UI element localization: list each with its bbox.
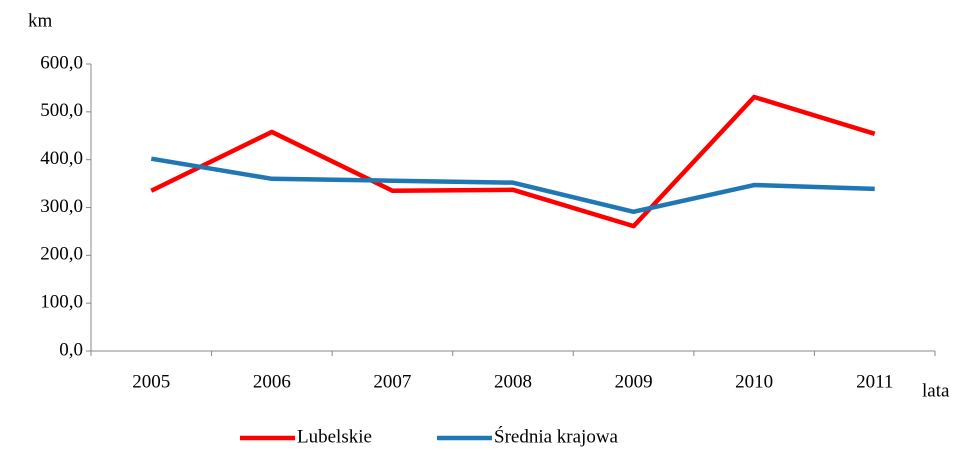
y-tick-label: 400,0 [40,148,83,169]
x-tick-label: 2009 [615,371,653,392]
data-line [150,94,876,229]
x-tick-label: 2005 [132,371,170,392]
x-tick-label: 2006 [253,371,291,392]
x-tick-label: 2010 [735,371,773,392]
x-axis-label: lata [922,380,950,401]
legend-label: Średnia krajowa [494,425,619,447]
y-tick-label: 500,0 [40,100,83,121]
y-tick-label: 0,0 [59,339,83,360]
y-tick-label: 300,0 [40,196,83,217]
y-tick-label: 200,0 [40,244,83,265]
data-line [150,156,875,215]
x-tick-label: 2008 [494,371,532,392]
y-tick-label: 600,0 [40,52,83,73]
legend-label: Lubelskie [297,426,372,447]
x-tick-label: 2011 [856,371,893,392]
x-tick-label: 2007 [373,371,411,392]
y-axis-label: km [28,10,53,31]
y-tick-label: 100,0 [40,292,83,313]
